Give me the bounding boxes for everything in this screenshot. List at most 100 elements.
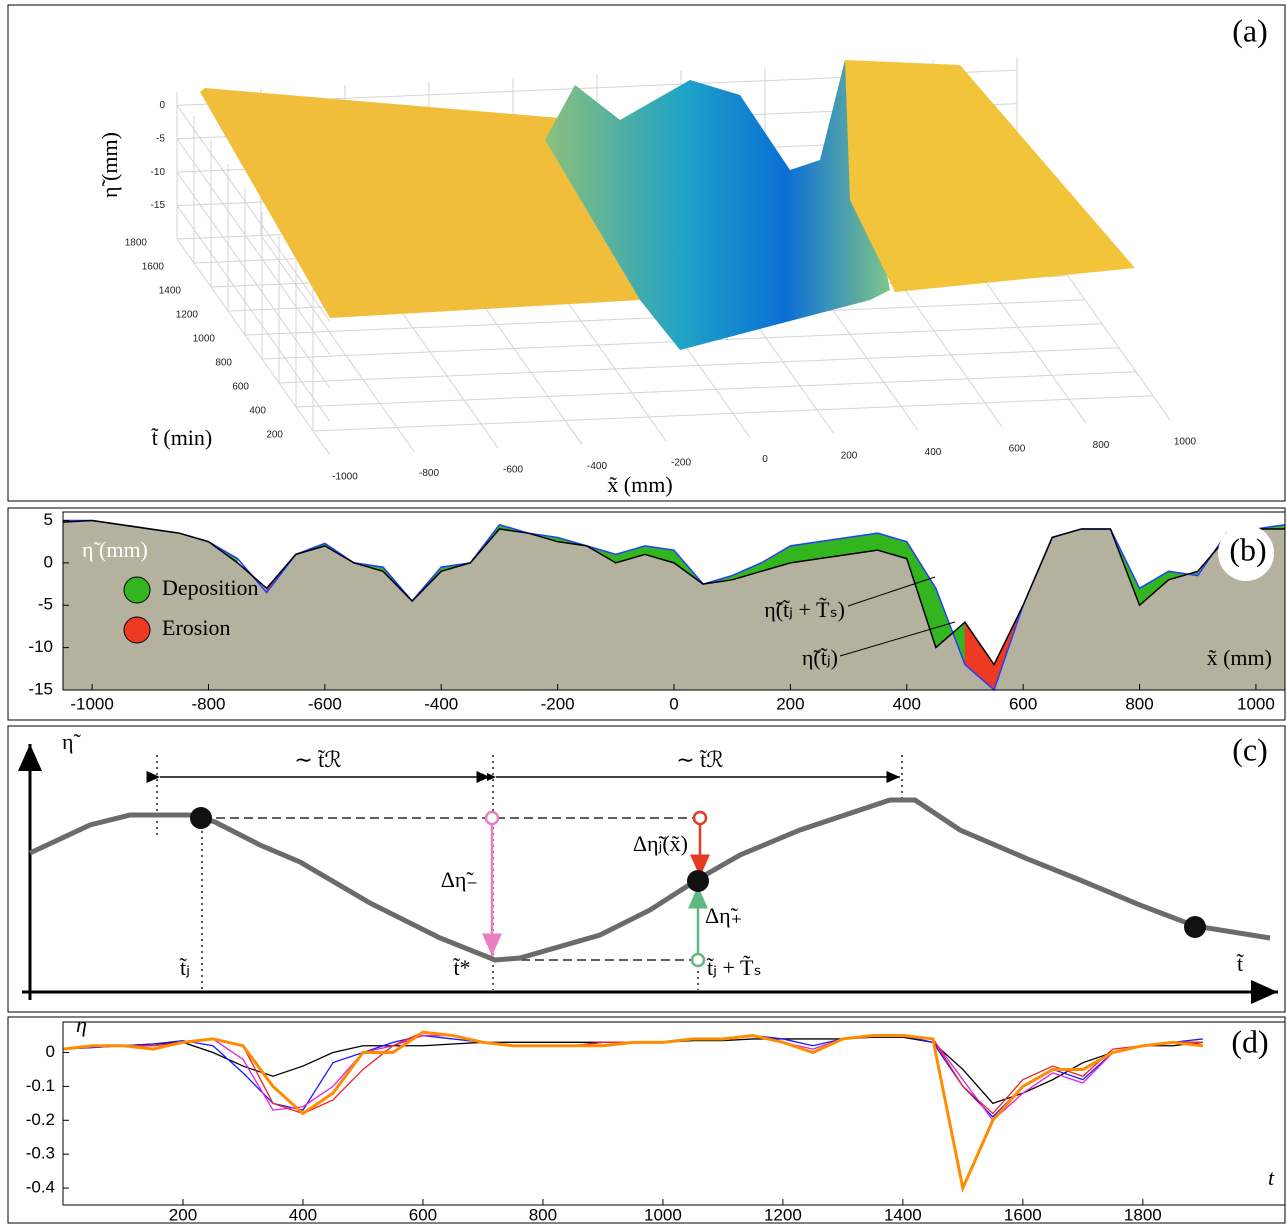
series-line	[62, 1034, 1203, 1122]
x-tick-label: 200	[776, 694, 804, 713]
x-tick-label: 1600	[1004, 1205, 1042, 1224]
series-label: η̃(t̃ⱼ)	[802, 645, 838, 670]
z-tick-label: -5	[156, 133, 165, 144]
x-tick-label: 400	[893, 694, 921, 713]
y-tick-label: 200	[266, 430, 283, 441]
y-tick-label: -10	[28, 637, 53, 656]
x-tick-label: -600	[503, 465, 523, 476]
grid-line	[176, 105, 331, 322]
surface-right	[845, 60, 1135, 292]
x-tick-label: 0	[762, 454, 768, 465]
label: t̃ⱼ	[179, 955, 190, 980]
y-tick-label: -15	[28, 679, 53, 698]
x-axis-label: x̃ (mm)	[1207, 645, 1272, 670]
label: ∼ t̃ℛ	[294, 747, 342, 772]
panel-c: (c) η̃ t̃ ∼ t̃ℛ ∼ t̃ℛ Δη̃₋ Δη̃₊ Δη̃ⱼ(x̃)…	[18, 729, 1278, 1004]
label: ∼ t̃ℛ	[676, 747, 724, 772]
y-axis-label: η̃ (mm)	[82, 537, 148, 562]
profile-line	[62, 519, 1285, 667]
y-tick-label: -0.2	[26, 1110, 55, 1129]
x-tick-label: 800	[1125, 694, 1153, 713]
surface-left	[200, 88, 640, 318]
guides	[156, 755, 903, 990]
grid-line	[176, 238, 331, 456]
leader	[839, 621, 956, 657]
panel-frame	[7, 725, 1286, 1013]
marker	[692, 810, 708, 826]
series-label: η̃(t̃ⱼ + T̃ₛ)	[764, 597, 845, 622]
y-axis-label: η	[76, 1012, 87, 1037]
x-tick-label: -200	[541, 694, 575, 713]
x-tick-label: -1000	[332, 472, 358, 483]
series-line	[62, 1036, 1203, 1105]
panel-b: 5 0 -5 -10 -15 -1000 -800 -600 -400 -200 0 200 400 60…	[28, 510, 1286, 713]
y-tick-label: 0	[46, 1042, 55, 1061]
legend-swatch	[123, 576, 151, 604]
y-axis-label: t̃ (min)	[151, 425, 212, 450]
x-tick-label: -600	[308, 694, 342, 713]
curve	[28, 797, 1271, 963]
label: Δη̃₊	[705, 903, 742, 928]
x-axis-label: x̃ (mm)	[607, 472, 672, 497]
panel-a: (a) x̃ (mm) t̃ (min) η̃ (mm) -1000 -800 -6…	[97, 12, 1268, 497]
marker	[690, 952, 706, 968]
x-tick-label: 600	[409, 1205, 437, 1224]
y-tick-label: -0.4	[26, 1178, 55, 1197]
label: t̃ⱼ + T̃ₛ	[706, 955, 761, 980]
panel-label: (c)	[1232, 731, 1268, 767]
z-tick-label: -15	[151, 200, 166, 211]
leader	[847, 576, 936, 607]
panel-d: 0 -0.1 -0.2 -0.3 -0.4 200 400 600 800 1000 1200 140…	[26, 1012, 1286, 1224]
series-line	[62, 1030, 1203, 1193]
x-tick-label: 400	[289, 1205, 317, 1224]
x-tick-label: -1000	[70, 694, 113, 713]
label: η̃	[62, 729, 82, 754]
x-tick-label: -400	[424, 694, 458, 713]
x-tick-label: 1800	[1124, 1205, 1162, 1224]
y-tick-label: 1400	[159, 286, 182, 297]
y-tick-label: 5	[44, 510, 53, 529]
grid-line	[278, 347, 1120, 384]
x-tick-label: 1400	[884, 1205, 922, 1224]
panel-label: (d)	[1231, 1023, 1268, 1059]
label: Δη̃₋	[441, 867, 478, 892]
grid-line	[176, 171, 331, 389]
y-tick-label: 600	[232, 382, 249, 393]
x-tick-label: 400	[925, 447, 942, 458]
dot	[190, 807, 212, 829]
x-tick-label: 600	[1009, 694, 1037, 713]
x-tick-label: -200	[671, 458, 691, 469]
panel-frame	[7, 4, 1286, 502]
grid-line	[260, 235, 415, 452]
y-tick-label: 1600	[142, 262, 165, 273]
panel-label: (a)	[1232, 12, 1268, 48]
plot-frame	[62, 1021, 1286, 1206]
z-axis-label: η̃ (mm)	[97, 132, 122, 198]
y-tick-label: 400	[249, 406, 266, 417]
x-tick-label: 200	[169, 1205, 197, 1224]
y-tick-label: 1200	[176, 310, 199, 321]
marker	[484, 810, 500, 826]
y-tick-label: 1000	[193, 334, 216, 345]
label: t̃	[1236, 951, 1244, 976]
grid-line	[295, 371, 1137, 408]
dashed	[202, 817, 700, 961]
x-tick-label: -400	[587, 461, 607, 472]
surface-trench	[545, 60, 890, 350]
x-tick-label: 1200	[764, 1205, 802, 1224]
dot	[1184, 916, 1206, 938]
x-tick-label: 1000	[1237, 694, 1275, 713]
y-tick-label: 800	[215, 358, 232, 369]
x-tick-label: 1000	[644, 1205, 682, 1224]
x-tick-label: 1000	[1174, 436, 1197, 447]
label: Δη̃ⱼ(x̃)	[633, 831, 688, 856]
x-tick-label: -800	[191, 694, 225, 713]
x-tick-label: 0	[669, 694, 678, 713]
x-tick-label: 800	[529, 1205, 557, 1224]
z-tick-label: 0	[159, 100, 165, 111]
label: t̃*	[453, 955, 471, 980]
x-tick-label: -800	[419, 468, 439, 479]
x-tick-label: 200	[841, 451, 858, 462]
